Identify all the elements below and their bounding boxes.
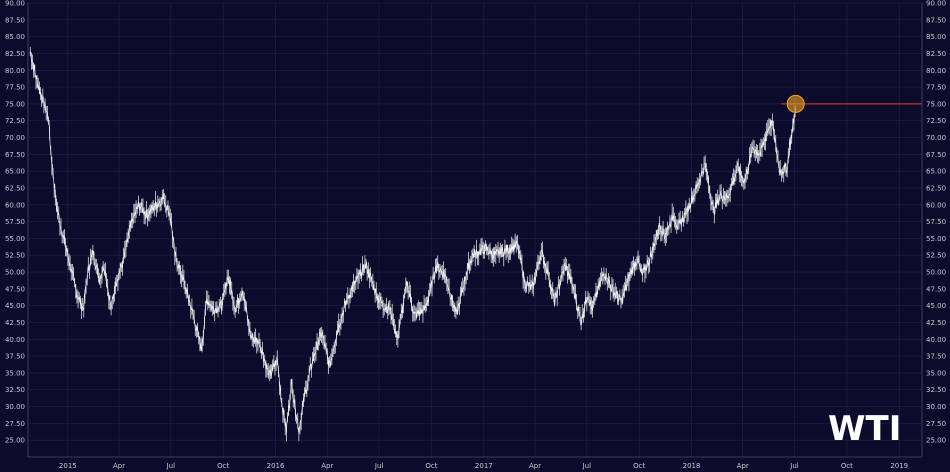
y-tick-label-left: 67.50 xyxy=(5,151,25,159)
y-tick-label-left: 85.00 xyxy=(5,33,25,41)
y-tick-label-right: 47.50 xyxy=(926,285,946,293)
y-tick-label-left: 60.00 xyxy=(5,201,25,209)
y-tick-label-left: 70.00 xyxy=(5,134,25,142)
y-tick-label-left: 37.50 xyxy=(5,353,25,361)
y-tick-label-right: 25.00 xyxy=(926,437,946,445)
y-tick-label-left: 90.00 xyxy=(5,0,25,8)
y-tick-label-left: 30.00 xyxy=(5,403,25,411)
y-tick-label-left: 50.00 xyxy=(5,269,25,277)
y-tick-label-left: 82.50 xyxy=(5,50,25,58)
y-tick-label-left: 52.50 xyxy=(5,252,25,260)
y-tick-label-left: 65.00 xyxy=(5,168,25,176)
x-tick-label: 2018 xyxy=(683,462,701,470)
y-tick-label-left: 27.50 xyxy=(5,420,25,428)
y-tick-label-left: 42.50 xyxy=(5,319,25,327)
y-tick-label-right: 55.00 xyxy=(926,235,946,243)
highlight-marker xyxy=(786,94,805,113)
y-tick-label-right: 77.50 xyxy=(926,84,946,92)
y-tick-label-left: 32.50 xyxy=(5,386,25,394)
x-tick-label: Apr xyxy=(321,462,333,470)
y-tick-label-left: 75.00 xyxy=(5,100,25,108)
y-tick-label-left: 47.50 xyxy=(5,285,25,293)
y-tick-label-right: 82.50 xyxy=(926,50,946,58)
x-tick-label: Jul xyxy=(374,462,384,470)
y-tick-label-right: 70.00 xyxy=(926,134,946,142)
x-tick-label: 2016 xyxy=(267,462,285,470)
x-tick-label: Jul xyxy=(582,462,592,470)
x-tick-label: Oct xyxy=(841,462,853,470)
y-tick-label-right: 30.00 xyxy=(926,403,946,411)
y-tick-label-right: 50.00 xyxy=(926,269,946,277)
x-tick-label: Oct xyxy=(217,462,229,470)
y-tick-label-right: 52.50 xyxy=(926,252,946,260)
y-tick-label-right: 67.50 xyxy=(926,151,946,159)
x-tick-label: 2017 xyxy=(475,462,493,470)
x-tick-label: Oct xyxy=(633,462,645,470)
y-tick-label-right: 35.00 xyxy=(926,369,946,377)
x-tick-label: Apr xyxy=(529,462,541,470)
y-tick-label-left: 57.50 xyxy=(5,218,25,226)
x-tick-label: Jul xyxy=(166,462,176,470)
y-tick-label-right: 27.50 xyxy=(926,420,946,428)
y-tick-label-left: 35.00 xyxy=(5,369,25,377)
y-tick-label-left: 87.50 xyxy=(5,16,25,24)
y-tick-label-right: 37.50 xyxy=(926,353,946,361)
y-tick-label-right: 87.50 xyxy=(926,16,946,24)
wti-annotation: WTI xyxy=(828,409,901,449)
y-tick-label-right: 75.00 xyxy=(926,100,946,108)
y-tick-label-left: 80.00 xyxy=(5,67,25,75)
x-tick-label: Oct xyxy=(425,462,437,470)
y-tick-label-right: 57.50 xyxy=(926,218,946,226)
x-tick-label: 2015 xyxy=(59,462,77,470)
x-tick-label: Apr xyxy=(113,462,125,470)
y-tick-label-right: 32.50 xyxy=(926,386,946,394)
y-tick-label-left: 55.00 xyxy=(5,235,25,243)
y-tick-label-right: 60.00 xyxy=(926,201,946,209)
price-line xyxy=(29,51,797,433)
reference-layer xyxy=(780,94,922,113)
y-tick-label-right: 45.00 xyxy=(926,302,946,310)
y-tick-label-right: 62.50 xyxy=(926,184,946,192)
y-tick-label-right: 85.00 xyxy=(926,33,946,41)
y-tick-label-right: 80.00 xyxy=(926,67,946,75)
y-tick-label-right: 90.00 xyxy=(926,0,946,8)
y-tick-label-right: 65.00 xyxy=(926,168,946,176)
y-tick-label-right: 42.50 xyxy=(926,319,946,327)
y-tick-label-left: 77.50 xyxy=(5,84,25,92)
y-tick-label-left: 62.50 xyxy=(5,184,25,192)
x-tick-label: Jul xyxy=(789,462,799,470)
price-series xyxy=(29,46,797,442)
y-tick-label-left: 45.00 xyxy=(5,302,25,310)
x-tick-label: 2019 xyxy=(890,462,908,470)
y-tick-label-left: 25.00 xyxy=(5,437,25,445)
grid-lines xyxy=(28,2,922,457)
y-tick-label-left: 40.00 xyxy=(5,336,25,344)
y-tick-label-left: 72.50 xyxy=(5,117,25,125)
y-tick-label-right: 72.50 xyxy=(926,117,946,125)
x-tick-label: Apr xyxy=(737,462,749,470)
axes: 25.00 25.00 27.50 27.50 30.00 30.00 32.50 32.50… xyxy=(5,0,946,470)
y-tick-label-right: 40.00 xyxy=(926,336,946,344)
